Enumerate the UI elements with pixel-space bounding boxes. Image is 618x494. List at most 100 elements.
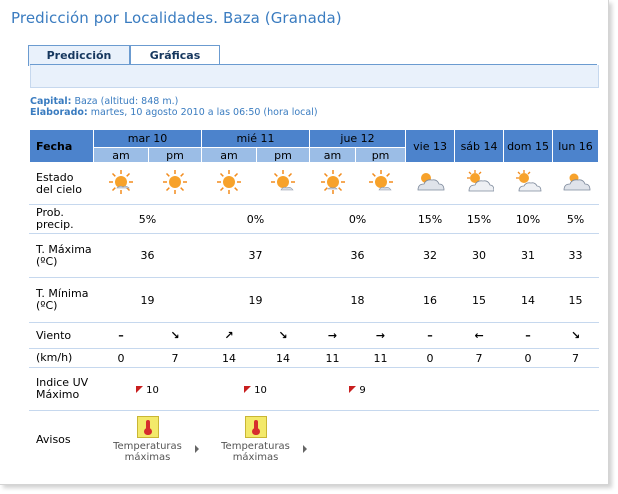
row-label-uv: Indice UV Máximo xyxy=(29,367,94,411)
precip-value: 15% xyxy=(454,204,505,234)
calm-dash: – xyxy=(405,322,456,349)
tmax-value: 32 xyxy=(405,233,456,278)
day-header: jue 12 xyxy=(309,129,407,148)
uv-number: 9 xyxy=(359,384,366,396)
sun-icon xyxy=(93,162,149,205)
tmin-value: 19 xyxy=(92,277,203,323)
sun-cloud-icon xyxy=(355,162,407,205)
fecha-header: Fecha xyxy=(29,129,94,163)
uv-cell: 9 xyxy=(309,367,407,411)
row-label-viento: Viento xyxy=(29,322,94,349)
precip-value: 5% xyxy=(92,204,203,234)
sun-icon xyxy=(309,162,357,205)
arrow-left-icon: ← xyxy=(454,322,505,349)
cloud-sun-icon xyxy=(454,162,505,205)
aviso-temperaturas[interactable]: Temperaturas máximas xyxy=(201,410,311,469)
day-header: sáb 14 xyxy=(454,129,505,163)
forecast-table: Fecha mar 10 mié 11 jue 12 vie 13 sáb 14… xyxy=(29,129,600,469)
row-label-precip: Prob. precip. xyxy=(29,204,94,234)
empty-cell xyxy=(552,410,600,469)
sun-cloud-icon xyxy=(256,162,311,205)
aviso-temperaturas[interactable]: Temperaturas máximas xyxy=(92,410,203,469)
arrow-right-icon: → xyxy=(309,322,357,349)
tmin-value: 15 xyxy=(552,277,600,323)
empty-cell xyxy=(309,410,407,469)
arrow-down-right-icon: ↘ xyxy=(256,322,311,349)
tmax-value: 36 xyxy=(309,233,407,278)
uv-cell: 10 xyxy=(201,367,311,411)
row-label-avisos: Avisos xyxy=(29,410,94,469)
tab-divider xyxy=(30,64,597,65)
wind-speed: 0 xyxy=(405,348,456,368)
uv-flag-icon xyxy=(244,385,252,393)
wind-speed: 7 xyxy=(147,348,203,368)
arrow-down-right-icon: ↘ xyxy=(552,322,600,349)
wind-speed: 14 xyxy=(256,348,311,368)
pm-header: pm xyxy=(256,147,311,163)
day-header: dom 15 xyxy=(503,129,554,163)
uv-flag-icon xyxy=(136,385,144,393)
uv-value: 9 xyxy=(349,384,366,396)
wind-speed: 7 xyxy=(454,348,505,368)
day-header: mar 10 xyxy=(92,129,203,148)
chevron-right-icon xyxy=(195,445,200,453)
tmin-value: 18 xyxy=(309,277,407,323)
cloud-sun-icon xyxy=(405,162,456,205)
tmax-value: 31 xyxy=(503,233,554,278)
empty-cell xyxy=(454,410,505,469)
wind-speed: 7 xyxy=(552,348,600,368)
capital-label: Capital: xyxy=(30,96,72,107)
thermometer-warning-icon xyxy=(136,416,159,438)
wind-speed: 11 xyxy=(355,348,407,368)
precip-value: 0% xyxy=(309,204,407,234)
uv-cell: 10 xyxy=(92,367,203,411)
precip-value: 10% xyxy=(503,204,554,234)
empty-cell xyxy=(405,410,456,469)
thermometer-warning-icon xyxy=(244,416,267,438)
tmin-value: 14 xyxy=(503,277,554,323)
pm-header: pm xyxy=(355,147,407,163)
elaborado-value: martes, 10 agosto 2010 a las 06:50 (hora… xyxy=(90,107,318,118)
arrow-down-right-icon: ↘ xyxy=(147,322,203,349)
tmin-value: 15 xyxy=(454,277,505,323)
aviso-text-2: máximas xyxy=(232,452,279,463)
tmax-value: 30 xyxy=(454,233,505,278)
wind-speed: 0 xyxy=(503,348,554,368)
uv-value: 10 xyxy=(136,385,159,396)
uv-flag-icon xyxy=(349,385,357,393)
day-header: lun 16 xyxy=(552,129,600,163)
tmin-value: 16 xyxy=(405,277,456,323)
tmax-value: 36 xyxy=(92,233,203,278)
uv-number: 10 xyxy=(146,384,159,396)
day-header: mié 11 xyxy=(201,129,311,148)
precip-value: 0% xyxy=(201,204,311,234)
row-label-kmh: (km/h) xyxy=(29,348,94,368)
elaborado-label: Elaborado: xyxy=(30,107,88,118)
aviso-text-1: Temperaturas xyxy=(221,441,290,452)
tab-prediccion[interactable]: Predicción xyxy=(28,45,130,66)
tab-content-band xyxy=(30,65,599,88)
row-label-tmin: T. Mínima (ºC) xyxy=(29,277,94,323)
cloud-sun-icon xyxy=(503,162,554,205)
precip-value: 5% xyxy=(552,204,600,234)
empty-cell xyxy=(503,410,554,469)
capital-value: Baza (altitud: 848 m.) xyxy=(74,96,179,107)
aviso-text-2: máximas xyxy=(124,452,171,463)
am-header: am xyxy=(201,147,258,163)
calm-dash: – xyxy=(503,322,554,349)
wind-speed: 14 xyxy=(201,348,258,368)
arrow-up-right-icon: ↗ xyxy=(201,322,258,349)
uv-number: 10 xyxy=(254,384,267,396)
arrow-right-icon: → xyxy=(355,322,407,349)
page-title: Predicción por Localidades. Baza (Granad… xyxy=(11,9,342,27)
row-label-tmax: T. Máxima (ºC) xyxy=(29,233,94,278)
tab-graficas[interactable]: Gráficas xyxy=(130,45,220,65)
empty-cell xyxy=(552,367,600,411)
am-header: am xyxy=(93,147,149,163)
tmax-value: 37 xyxy=(201,233,311,278)
page-frame: Predicción por Localidades. Baza (Granad… xyxy=(0,0,609,485)
cloud-sun-icon xyxy=(552,162,600,205)
precip-value: 15% xyxy=(405,204,456,234)
meta-info: Capital: Baza (altitud: 848 m.) Elaborad… xyxy=(30,96,318,118)
row-label-estado: Estado del cielo xyxy=(29,162,94,205)
